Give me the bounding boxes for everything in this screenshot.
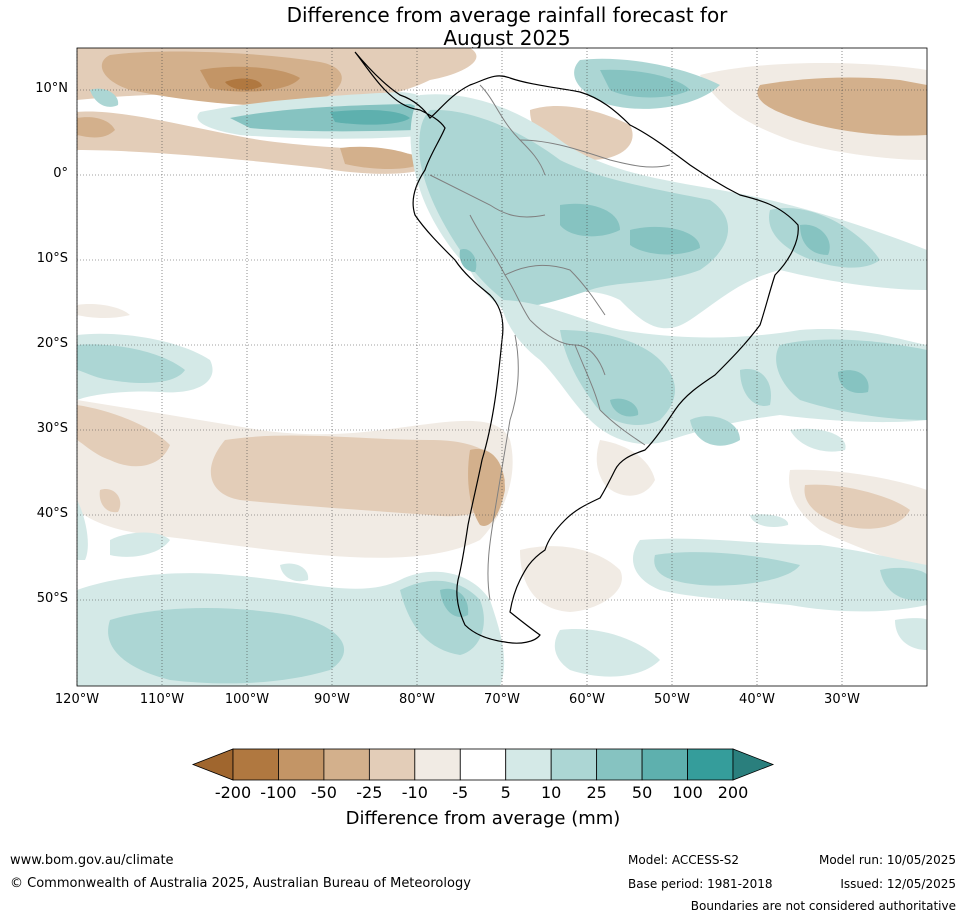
longitude-label: 100°W bbox=[224, 692, 270, 707]
colorbar-swatch bbox=[505, 748, 552, 781]
longitude-label: 80°W bbox=[399, 692, 435, 707]
website-text: www.bom.gov.au/climate bbox=[10, 853, 174, 868]
longitude-label: 120°W bbox=[54, 692, 100, 707]
colorbar bbox=[191, 748, 775, 781]
latitude-label: 0° bbox=[53, 166, 68, 181]
model-text: Model: ACCESS-S2 bbox=[628, 853, 740, 867]
issued-text: Issued: 12/05/2025 bbox=[840, 877, 956, 891]
longitude-label: 40°W bbox=[739, 692, 775, 707]
latitude-label: 40°S bbox=[36, 506, 68, 521]
colorbar-tick-label: 5 bbox=[500, 783, 511, 802]
longitude-label: 30°W bbox=[824, 692, 860, 707]
colorbar-tick-label: 25 bbox=[586, 783, 607, 802]
colorbar-swatch bbox=[232, 748, 279, 781]
colorbar-swatch bbox=[459, 748, 507, 781]
colorbar-swatch bbox=[641, 748, 688, 781]
colorbar-swatch bbox=[414, 748, 461, 781]
colorbar-swatch bbox=[323, 748, 370, 781]
colorbar-min-arrow bbox=[191, 748, 234, 781]
longitude-label: 90°W bbox=[314, 692, 350, 707]
longitude-label: 50°W bbox=[654, 692, 690, 707]
latitude-label: 50°S bbox=[36, 591, 68, 606]
colorbar-max-arrow bbox=[732, 748, 775, 781]
longitude-label: 110°W bbox=[139, 692, 185, 707]
disclaimer-text: Boundaries are not considered authoritat… bbox=[690, 899, 956, 913]
latitude-label: 10°S bbox=[36, 251, 68, 266]
colorbar-title: Difference from average (mm) bbox=[345, 808, 621, 829]
colorbar-tick-label: 50 bbox=[631, 783, 653, 802]
colorbar-swatch bbox=[596, 748, 643, 781]
longitude-label: 70°W bbox=[484, 692, 520, 707]
longitude-label: 60°W bbox=[569, 692, 605, 707]
colorbar-tick-label: -200 bbox=[214, 783, 252, 802]
colorbar-tick-label: -100 bbox=[260, 783, 297, 802]
colorbar-swatch bbox=[687, 748, 734, 781]
colorbar-tick-label: -25 bbox=[356, 783, 383, 802]
colorbar-tick-label: -10 bbox=[401, 783, 428, 802]
map-title: Difference from average rainfall forecas… bbox=[0, 4, 965, 50]
colorbar-tick-label: -5 bbox=[452, 783, 469, 802]
base-period-text: Base period: 1981-2018 bbox=[628, 877, 773, 891]
colorbar-swatch bbox=[550, 748, 598, 781]
colorbar-tick-label: 200 bbox=[717, 783, 749, 802]
map-frame bbox=[76, 47, 928, 687]
latitude-label: 20°S bbox=[36, 336, 68, 351]
colorbar-tick-label: -50 bbox=[310, 783, 337, 802]
title-line-1: Difference from average rainfall forecas… bbox=[286, 3, 728, 27]
colorbar-swatch bbox=[368, 748, 416, 781]
colorbar-swatch bbox=[278, 748, 325, 781]
latitude-label: 30°S bbox=[36, 421, 68, 436]
model-run-text: Model run: 10/05/2025 bbox=[818, 853, 956, 867]
title-line-2: August 2025 bbox=[443, 26, 571, 50]
latitude-label: 10°N bbox=[35, 81, 68, 96]
colorbar-tick-label: 10 bbox=[540, 783, 562, 802]
colorbar-tick-label: 100 bbox=[672, 783, 703, 802]
copyright-text: © Commonwealth of Australia 2025, Austra… bbox=[10, 876, 471, 891]
